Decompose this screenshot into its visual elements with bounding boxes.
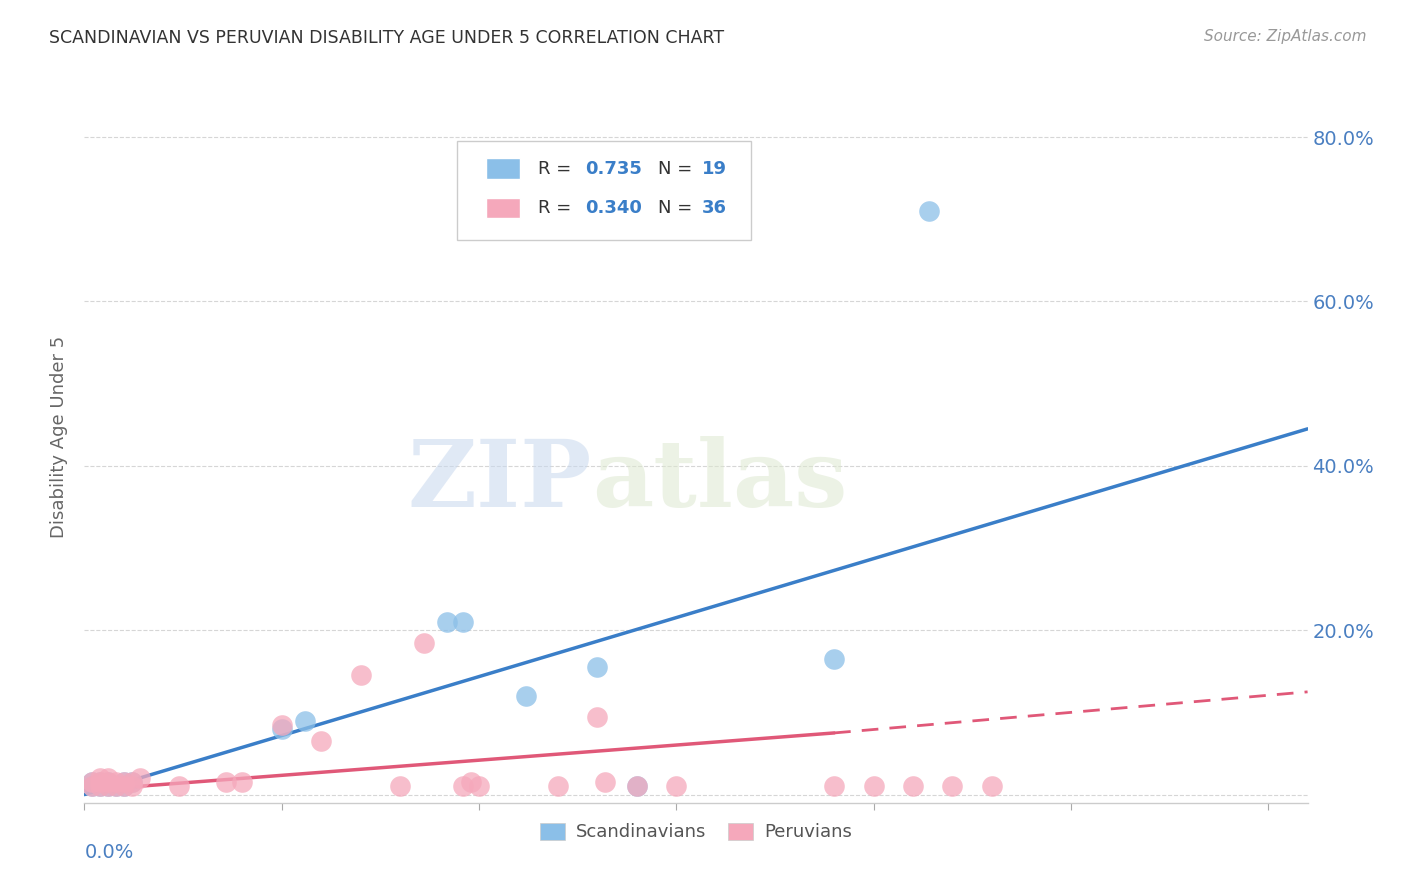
Point (547, 780, 569, 794)
Point (862, 780, 884, 794)
Y-axis label: Disability Age Under 5: Disability Age Under 5 (51, 336, 69, 538)
Point (980, 780, 1002, 794)
Point (104, 775, 127, 789)
Point (349, 668, 371, 682)
Point (104, 780, 127, 794)
Point (128, 771, 150, 785)
FancyBboxPatch shape (485, 198, 520, 219)
Point (167, 780, 190, 794)
Point (97, 780, 120, 794)
Point (121, 775, 143, 789)
Point (823, 652, 845, 666)
Point (515, 689, 537, 703)
Point (593, 775, 616, 789)
Point (89, 780, 111, 794)
Text: 0.735: 0.735 (585, 160, 641, 178)
Text: atlas: atlas (592, 436, 848, 526)
FancyBboxPatch shape (457, 141, 751, 240)
Point (460, 775, 482, 789)
Point (901, 780, 924, 794)
Point (918, 204, 941, 219)
Point (231, 775, 253, 789)
Point (89, 775, 111, 789)
Point (215, 775, 238, 789)
Point (112, 780, 135, 794)
Point (586, 660, 609, 674)
Point (82, 780, 104, 794)
Point (121, 775, 143, 789)
Point (941, 780, 963, 794)
Legend: Scandinavians, Peruvians: Scandinavians, Peruvians (533, 815, 859, 848)
Point (436, 615, 458, 629)
Point (270, 722, 292, 736)
Text: N =: N = (658, 199, 697, 217)
Point (823, 780, 845, 794)
Point (97, 775, 120, 789)
Point (112, 775, 135, 789)
Point (112, 775, 135, 789)
Point (82, 780, 104, 794)
Point (89, 775, 111, 789)
Text: 0.0%: 0.0% (84, 843, 134, 862)
Text: SCANDINAVIAN VS PERUVIAN DISABILITY AGE UNDER 5 CORRELATION CHART: SCANDINAVIAN VS PERUVIAN DISABILITY AGE … (49, 29, 724, 46)
Point (89, 771, 111, 785)
Text: R =: R = (538, 199, 578, 217)
Point (309, 734, 332, 748)
Point (665, 780, 688, 794)
Point (104, 780, 127, 794)
Point (89, 780, 111, 794)
Point (468, 780, 491, 794)
Text: 36: 36 (702, 199, 727, 217)
FancyBboxPatch shape (485, 159, 520, 179)
Text: ZIP: ZIP (408, 436, 592, 526)
Point (626, 780, 648, 794)
Point (121, 780, 143, 794)
Point (389, 780, 412, 794)
Point (82, 775, 104, 789)
Point (586, 709, 609, 723)
Text: R =: R = (538, 160, 578, 178)
Point (294, 714, 316, 728)
Point (451, 615, 474, 629)
Point (97, 780, 120, 794)
Text: 19: 19 (702, 160, 727, 178)
Point (626, 780, 648, 794)
Point (112, 780, 135, 794)
Point (97, 775, 120, 789)
Text: Source: ZipAtlas.com: Source: ZipAtlas.com (1204, 29, 1367, 44)
Point (412, 635, 434, 649)
Point (97, 771, 120, 785)
Text: 0.340: 0.340 (585, 199, 641, 217)
Text: N =: N = (658, 160, 697, 178)
Point (270, 717, 292, 731)
Point (82, 775, 104, 789)
Point (451, 780, 474, 794)
